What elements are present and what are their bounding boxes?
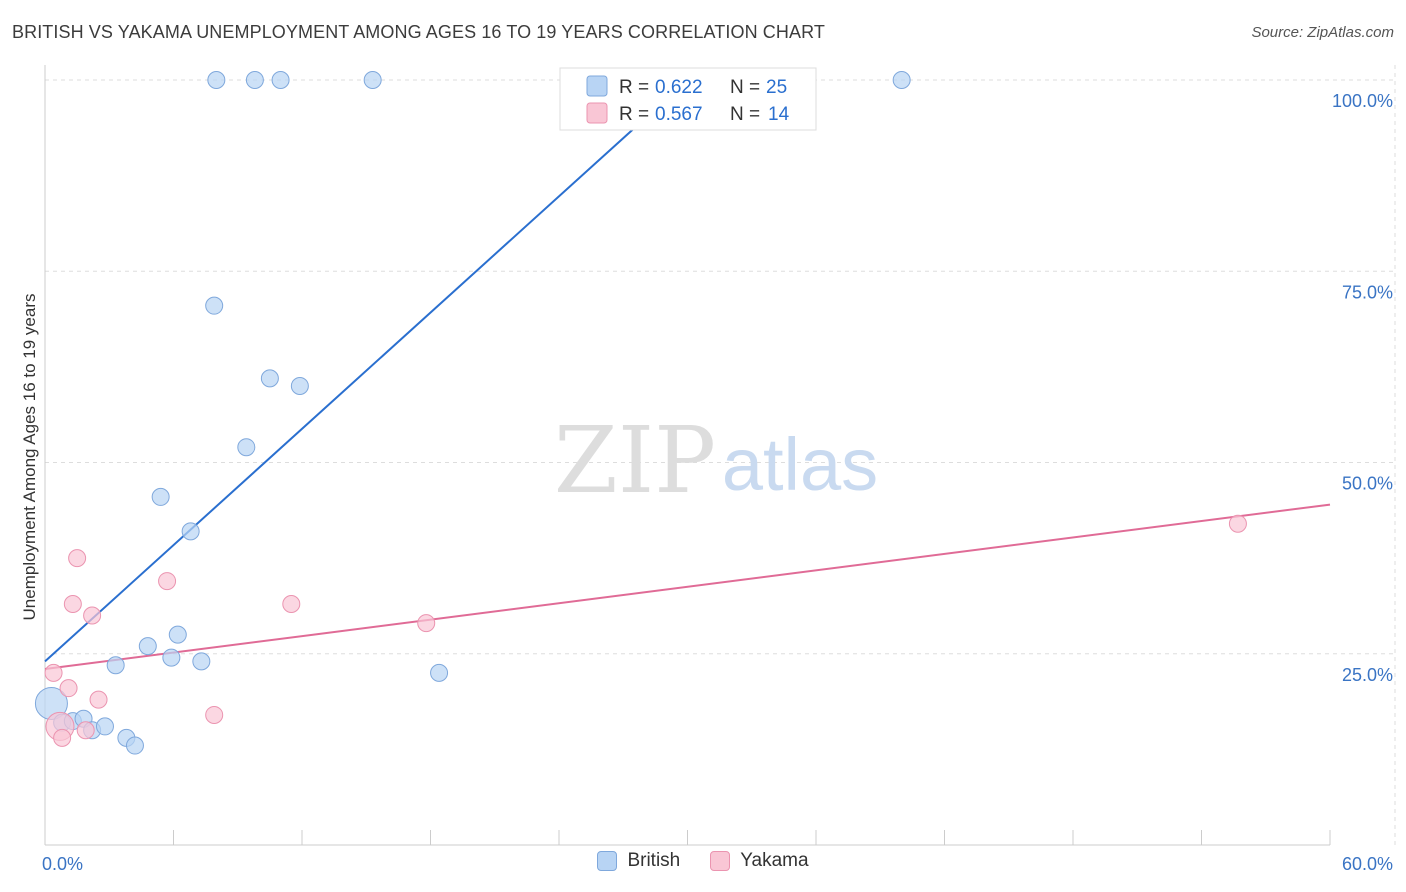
british-point-16 (207, 71, 226, 89)
british-legend-label: British (627, 850, 681, 871)
watermark-atlas: atlas (722, 423, 878, 506)
legend-yakama-r-value: 0.567 (655, 104, 703, 125)
yakama-swatch (710, 851, 731, 871)
stats-legend: R = 0.622 N = 25 R = 0.567 N = 14 (559, 67, 817, 131)
legend-british-r-value: 0.622 (655, 77, 703, 98)
source-label: Source: ZipAtlas.com (1251, 24, 1394, 41)
yakama-point-11 (282, 595, 301, 614)
yakama-point-12 (417, 614, 436, 633)
legend-yakama-n-label: N = (730, 104, 760, 125)
legend-british-n-value: 25 (766, 77, 787, 98)
legend-british-r-label: R = (619, 77, 649, 98)
watermark-zip: ZIP (554, 407, 716, 514)
x-tick-label-min: 0.0% (42, 854, 83, 874)
british-point-24 (892, 71, 911, 89)
chart-title: BRITISH VS YAKAMA UNEMPLOYMENT AMONG AGE… (12, 22, 825, 42)
british-point-8 (125, 736, 144, 755)
british-point-22 (363, 71, 382, 89)
legend-british-swatch (586, 75, 608, 97)
y-tick-label-50: 50.0% (1342, 474, 1393, 494)
legend-yakama-swatch (586, 102, 608, 124)
yakama-point-3 (59, 679, 78, 698)
british-trendline (44, 79, 689, 663)
yakama-point-10 (205, 705, 224, 724)
british-point-9 (138, 637, 157, 656)
british-point-17 (237, 438, 256, 457)
british-point-11 (162, 648, 181, 667)
british-point-10 (151, 487, 170, 506)
yakama-point-9 (158, 572, 177, 591)
yakama-point-4 (63, 595, 82, 614)
y-tick-label-100: 100.0% (1332, 91, 1393, 111)
british-point-6 (106, 656, 125, 675)
watermark: ZIP atlas (554, 407, 878, 514)
yakama-point-0 (44, 663, 63, 682)
british-point-12 (168, 625, 187, 644)
yakama-trendline (44, 503, 1331, 671)
british-point-5 (95, 717, 114, 736)
bottom-legend-yakama: Yakama (710, 850, 809, 872)
british-point-18 (245, 71, 264, 89)
british-point-14 (192, 652, 211, 671)
yakama-point-6 (76, 721, 95, 740)
axis-layer: 25.0% 50.0% 75.0% 100.0% 0.0% 60.0% (42, 65, 1393, 874)
yakama-point-2 (53, 728, 72, 747)
legend-british-n-label: N = (730, 77, 760, 98)
points-layer (34, 71, 1247, 755)
british-point-13 (181, 522, 200, 541)
yakama-legend-label: Yakama (740, 850, 809, 871)
british-point-21 (290, 377, 309, 395)
bottom-legend-british: British (597, 850, 680, 872)
yakama-point-7 (83, 606, 102, 625)
yakama-point-8 (89, 690, 108, 709)
yakama-point-13 (1228, 514, 1247, 533)
legend-yakama-r-label: R = (619, 104, 649, 125)
british-point-20 (271, 71, 290, 89)
british-point-23 (430, 663, 449, 682)
bottom-legend: British Yakama (0, 850, 1406, 872)
british-swatch (597, 851, 618, 871)
y-axis-label: Unemployment Among Ages 16 to 19 years (20, 293, 39, 621)
trend-layer (44, 79, 1331, 671)
x-tick-label-max: 60.0% (1342, 854, 1393, 874)
y-tick-label-75: 75.0% (1342, 282, 1393, 302)
british-point-15 (205, 296, 224, 315)
y-tick-label-25: 25.0% (1342, 665, 1393, 685)
yakama-point-5 (68, 549, 87, 568)
legend-yakama-n-value: 14 (768, 104, 790, 125)
british-point-19 (260, 369, 279, 388)
